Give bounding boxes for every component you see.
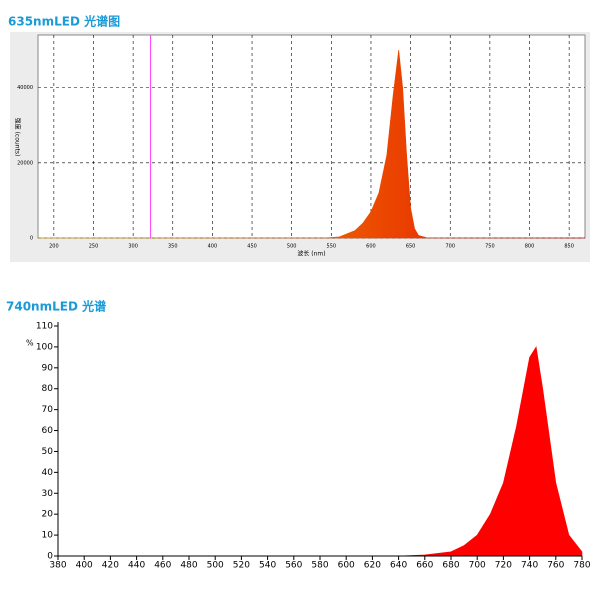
y-tick-label: 50 (42, 447, 54, 457)
x-tick-label: 850 (564, 244, 574, 250)
y-tick-label: 100 (36, 342, 53, 352)
x-tick-label: 400 (76, 561, 93, 571)
y-tick-label: 40000 (17, 85, 33, 91)
x-tick-label: 600 (338, 561, 355, 571)
x-tick-label: 540 (259, 561, 276, 571)
x-tick-label: 760 (547, 561, 564, 571)
x-tick-label: 200 (49, 244, 59, 250)
y-tick-label: 20000 (17, 160, 33, 166)
x-tick-label: 780 (573, 561, 590, 571)
x-tick-label: 250 (89, 244, 99, 250)
y-axis-label: 强度 (counts) (14, 118, 22, 157)
y-tick-label: 70 (42, 405, 54, 415)
x-tick-label: 450 (247, 244, 257, 250)
x-tick-label: 660 (416, 561, 433, 571)
x-tick-label: 420 (102, 561, 119, 571)
spectrum-area (58, 346, 583, 557)
y-tick-label: 0 (30, 236, 33, 242)
x-tick-label: 350 (168, 244, 178, 250)
x-axis-label: 波长 (nm) (297, 250, 325, 258)
x-tick-label: 500 (287, 244, 297, 250)
y-axis-label: % (26, 339, 34, 348)
chart-title: 740nmLED 光谱 (6, 299, 106, 314)
spectrum-area (38, 50, 585, 239)
x-tick-label: 740 (521, 561, 538, 571)
x-tick-label: 650 (406, 244, 416, 250)
y-tick-label: 10 (42, 531, 54, 541)
x-tick-label: 480 (180, 561, 197, 571)
x-tick-label: 750 (485, 244, 495, 250)
y-tick-label: 60 (42, 426, 54, 436)
x-tick-label: 640 (390, 561, 407, 571)
x-tick-label: 520 (233, 561, 250, 571)
y-tick-label: 80 (42, 384, 54, 394)
x-tick-label: 550 (327, 244, 337, 250)
y-tick-label: 0 (47, 552, 53, 562)
x-tick-label: 680 (442, 561, 459, 571)
x-tick-label: 620 (364, 561, 381, 571)
x-tick-label: 580 (311, 561, 328, 571)
x-tick-label: 700 (469, 561, 486, 571)
y-tick-label: 110 (36, 322, 53, 332)
x-tick-label: 700 (445, 244, 455, 250)
y-tick-label: 30 (42, 489, 54, 499)
x-tick-label: 720 (495, 561, 512, 571)
x-tick-label: 380 (49, 561, 66, 571)
x-tick-label: 500 (207, 561, 224, 571)
y-tick-label: 20 (42, 510, 54, 520)
y-tick-label: 90 (42, 363, 54, 373)
x-tick-label: 800 (525, 244, 535, 250)
x-tick-label: 440 (128, 561, 145, 571)
y-tick-label: 40 (42, 468, 54, 478)
x-tick-label: 600 (366, 244, 376, 250)
chart-title: 635nmLED 光谱图 (8, 14, 120, 29)
x-tick-label: 460 (154, 561, 171, 571)
plot-area (37, 34, 586, 239)
x-tick-label: 400 (208, 244, 218, 250)
x-tick-label: 560 (285, 561, 302, 571)
x-tick-label: 300 (128, 244, 138, 250)
